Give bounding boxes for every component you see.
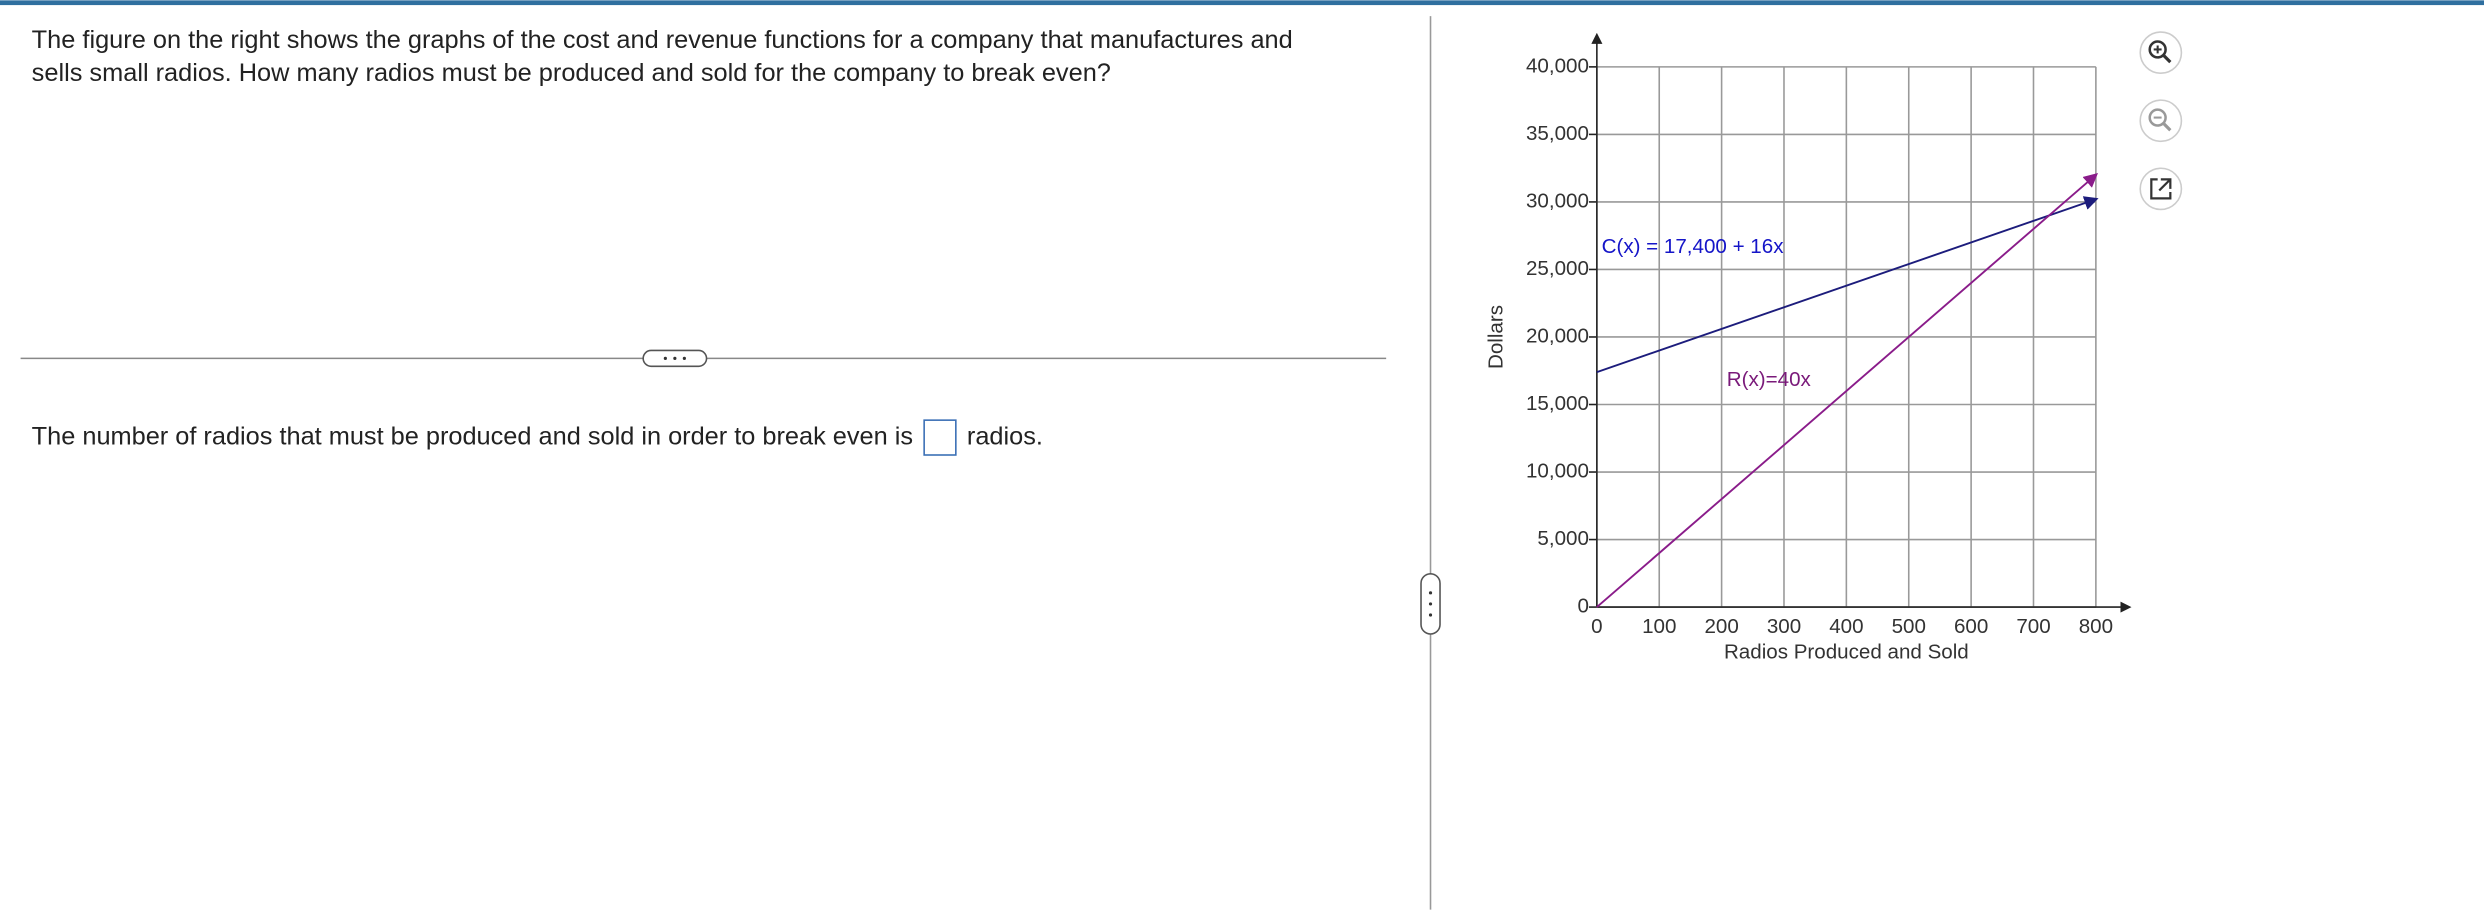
y-tick-label: 5,000 — [1537, 527, 1589, 550]
y-tick-label: 0 — [1577, 595, 1588, 618]
answer-input[interactable] — [923, 419, 957, 456]
question: The figure on the right shows the graphs… — [31, 27, 1293, 88]
x-tick-label: 700 — [2016, 615, 2050, 638]
y-axis-label: Dollars — [1484, 305, 1507, 369]
answer-suffix: radios. — [967, 422, 1043, 450]
y-tick-label: 35,000 — [1526, 122, 1589, 145]
chart: 0 5,000 10,000 15,000 20,000 25,000 30,000 35,0… — [1484, 32, 2132, 663]
divider-handle[interactable] — [1420, 573, 1441, 635]
zoom-in-button[interactable] — [2139, 31, 2183, 75]
y-tick-label: 40,000 — [1526, 54, 1589, 77]
series-line — [1596, 173, 2099, 608]
x-tick-label: 100 — [1642, 615, 1676, 638]
x-tick-label: 200 — [1704, 615, 1738, 638]
question-box: The figure on the right shows the graphs… — [31, 27, 1293, 88]
answer-prefix: The number of radios that must be produc… — [32, 422, 913, 450]
x-tick-label: 300 — [1767, 615, 1801, 638]
y-tick-label: 25,000 — [1526, 257, 1589, 280]
zoom-out-button[interactable] — [2139, 99, 2183, 143]
x-tick-label: 400 — [1829, 615, 1863, 638]
x-tick-label: 600 — [1954, 615, 1988, 638]
series-line — [1596, 196, 2099, 373]
y-tick-label: 20,000 — [1526, 324, 1589, 347]
top-bar — [0, 0, 2484, 6]
x-axis-label: Radios Produced and Sold — [1724, 640, 1969, 663]
x-tick-label: 0 — [1591, 615, 1602, 638]
annotation: R(x)=40x — [1727, 368, 1812, 391]
y-tick-label: 30,000 — [1526, 189, 1589, 212]
x-tick-label: 800 — [2079, 615, 2113, 638]
y-tick-label: 15,000 — [1526, 392, 1589, 415]
x-tick-label: 500 — [1892, 615, 1926, 638]
popout-button[interactable] — [2139, 167, 2183, 211]
expand-button[interactable] — [642, 349, 708, 368]
annotation: C(x) = 17,400 + 16x — [1602, 235, 1785, 258]
y-tick-label: 10,000 — [1526, 459, 1589, 482]
